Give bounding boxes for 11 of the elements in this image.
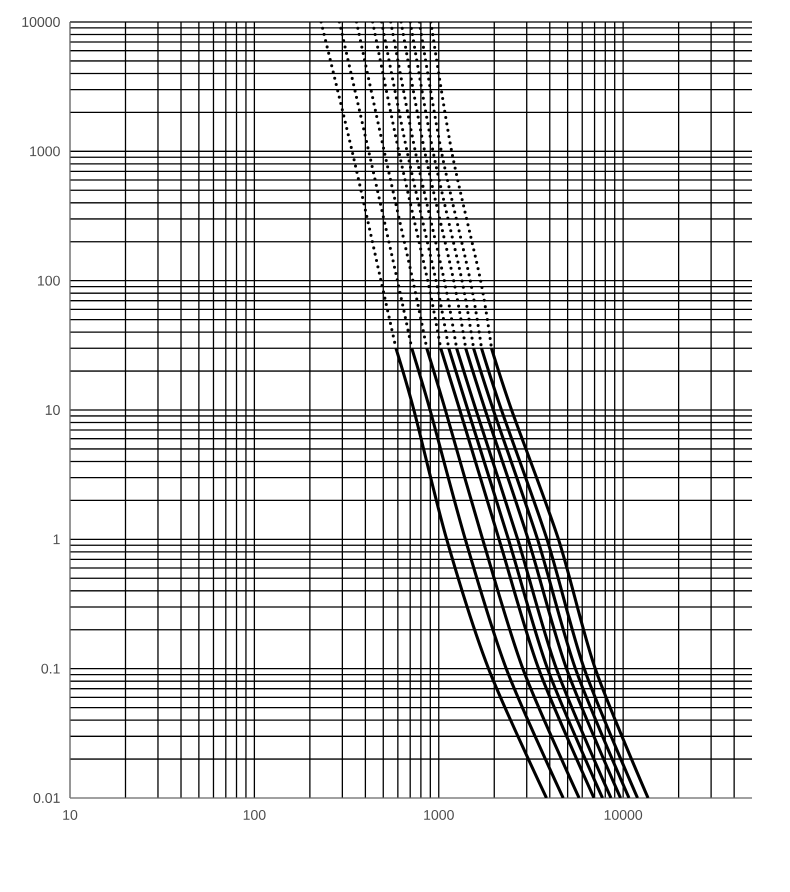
x-tick-label: 100 xyxy=(244,810,266,820)
y-tick-label: 10000 xyxy=(22,17,60,27)
x-tick-label: 10 xyxy=(63,810,78,820)
y-tick-label: 1000 xyxy=(30,146,60,156)
x-tick-label: 10000 xyxy=(604,810,642,820)
x-tick-label: 1000 xyxy=(424,810,454,820)
y-tick-label: 10 xyxy=(46,405,60,415)
y-tick-label: 0.01 xyxy=(34,793,60,803)
y-tick-label: 0.1 xyxy=(41,664,60,674)
y-tick-label: 1 xyxy=(54,534,60,544)
y-tick-label: 100 xyxy=(38,276,60,286)
